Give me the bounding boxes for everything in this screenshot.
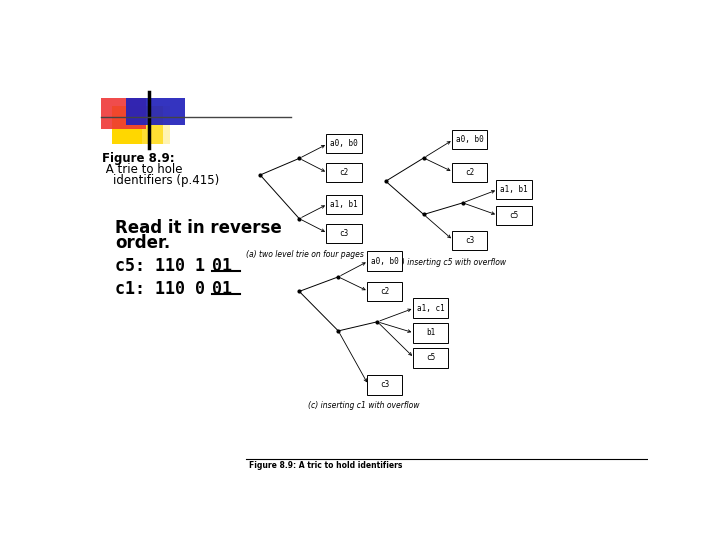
Text: c3: c3	[465, 236, 474, 245]
Text: a1, b1: a1, b1	[330, 200, 358, 208]
Text: c3: c3	[380, 381, 390, 389]
Text: a0, b0: a0, b0	[456, 135, 483, 144]
Text: order.: order.	[115, 234, 171, 252]
FancyBboxPatch shape	[366, 282, 402, 301]
FancyBboxPatch shape	[496, 180, 532, 199]
Text: A trie to hole: A trie to hole	[102, 163, 183, 177]
Text: 01: 01	[212, 280, 232, 298]
Text: a0, b0: a0, b0	[330, 139, 358, 148]
Bar	[143, 106, 170, 144]
Text: 01: 01	[212, 257, 232, 275]
Text: c1: 110 0: c1: 110 0	[115, 280, 205, 298]
Text: c5: 110 1: c5: 110 1	[115, 257, 205, 275]
Text: c5: c5	[426, 354, 435, 362]
FancyBboxPatch shape	[326, 194, 361, 214]
Text: c2: c2	[465, 167, 474, 177]
Text: Figure 8.9:: Figure 8.9:	[102, 152, 175, 165]
Text: (b) inserting c5 with overflow: (b) inserting c5 with overflow	[394, 258, 506, 267]
Text: a1, b1: a1, b1	[500, 185, 528, 194]
FancyBboxPatch shape	[366, 252, 402, 271]
Text: a1, c1: a1, c1	[416, 303, 444, 313]
Bar	[112, 106, 163, 144]
Text: c2: c2	[380, 287, 390, 296]
FancyBboxPatch shape	[413, 348, 449, 368]
Text: a0, b0: a0, b0	[371, 256, 398, 266]
Text: b1: b1	[426, 328, 435, 338]
FancyBboxPatch shape	[451, 130, 487, 149]
FancyBboxPatch shape	[413, 323, 449, 342]
Text: c5: c5	[510, 211, 518, 220]
FancyBboxPatch shape	[326, 224, 361, 243]
FancyBboxPatch shape	[496, 206, 532, 225]
Text: identifiers (p.415): identifiers (p.415)	[114, 174, 220, 187]
FancyBboxPatch shape	[326, 134, 361, 153]
Text: Read it in reverse: Read it in reverse	[115, 219, 282, 237]
FancyBboxPatch shape	[451, 163, 487, 181]
Text: (a) two level trie on four pages: (a) two level trie on four pages	[246, 250, 364, 259]
FancyBboxPatch shape	[451, 231, 487, 250]
Bar	[126, 98, 185, 125]
FancyBboxPatch shape	[366, 375, 402, 395]
Text: c2: c2	[339, 168, 348, 178]
Text: Figure 8.9: A tric to hold identifiers: Figure 8.9: A tric to hold identifiers	[249, 462, 402, 470]
Bar	[101, 98, 145, 129]
Text: c3: c3	[339, 229, 348, 238]
Text: (c) inserting c1 with overflow: (c) inserting c1 with overflow	[307, 401, 419, 410]
FancyBboxPatch shape	[413, 299, 449, 318]
FancyBboxPatch shape	[326, 163, 361, 183]
